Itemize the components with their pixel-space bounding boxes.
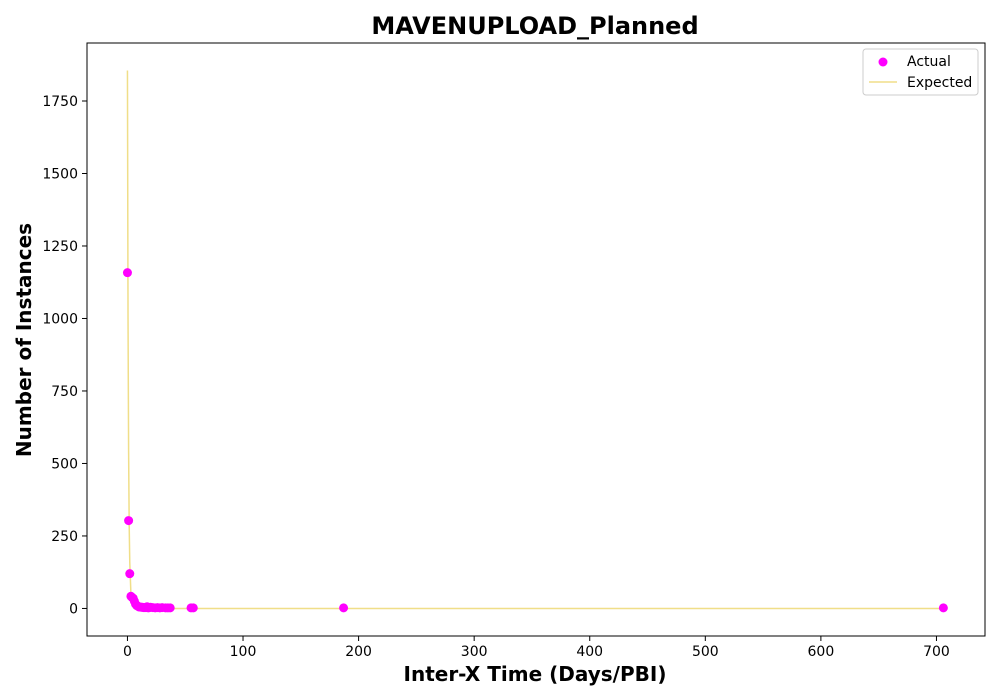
data-point-actual <box>165 603 175 613</box>
y-tick-label: 250 <box>51 529 78 545</box>
legend-box <box>862 48 979 96</box>
x-tick-label: 0 <box>123 644 132 660</box>
series-line-expected <box>126 70 944 610</box>
y-tick-label: 1750 <box>42 94 78 110</box>
x-tick-label: 200 <box>345 644 372 660</box>
x-axis-label: Inter-X Time (Days/PBI) <box>404 662 667 686</box>
y-tick-label: 1000 <box>42 311 78 327</box>
y-tick-label: 1250 <box>42 239 78 255</box>
x-tick-label: 100 <box>230 644 257 660</box>
y-tick-label: 500 <box>51 456 78 472</box>
x-tick-label: 300 <box>461 644 488 660</box>
y-tick-label: 750 <box>51 384 78 400</box>
plot-frame <box>86 42 986 637</box>
data-point-actual <box>339 603 349 613</box>
chart-title: MAVENUPLOAD_Planned <box>371 12 698 40</box>
x-axis: 0 100 200 300 400 500 600 700 <box>123 636 950 660</box>
data-point-actual <box>188 603 198 613</box>
y-axis: 0 250 500 750 1000 1250 1500 1750 <box>42 94 87 617</box>
legend-label-expected: Expected <box>907 75 972 91</box>
plot-area <box>122 70 948 613</box>
legend-label-actual: Actual <box>907 54 951 70</box>
y-tick-label: 0 <box>69 601 78 617</box>
legend: Actual Expected <box>862 48 979 96</box>
y-axis-label: Number of Instances <box>12 223 36 457</box>
data-point-actual <box>124 516 134 526</box>
x-tick-label: 700 <box>923 644 950 660</box>
x-tick-label: 400 <box>576 644 603 660</box>
data-point-actual <box>938 603 948 613</box>
y-tick-label: 1500 <box>42 166 78 182</box>
x-tick-label: 500 <box>692 644 719 660</box>
data-point-actual <box>125 569 135 579</box>
legend-marker-actual <box>878 57 888 67</box>
data-point-actual <box>122 268 132 278</box>
x-tick-label: 600 <box>808 644 835 660</box>
